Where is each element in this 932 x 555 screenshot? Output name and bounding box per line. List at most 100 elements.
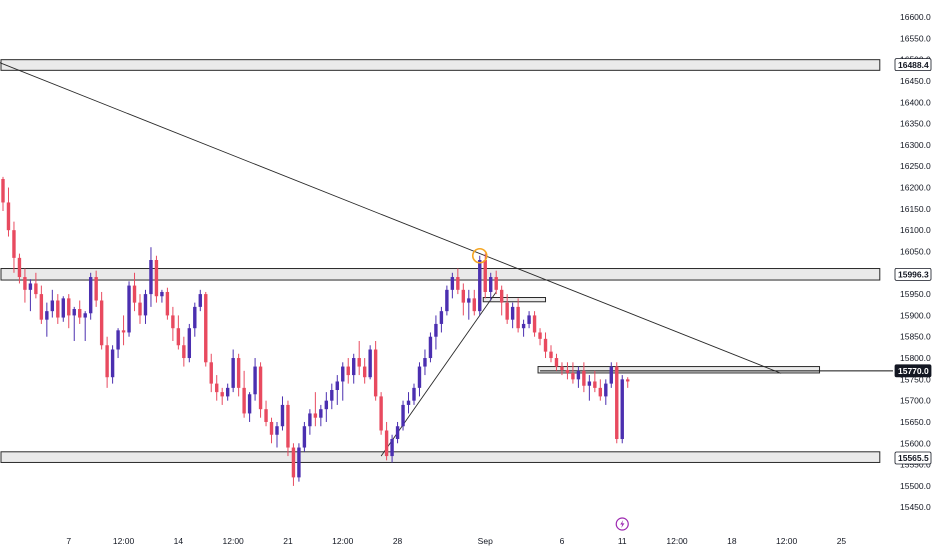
candle-body	[368, 349, 372, 378]
price-tag-label: 16488.4	[898, 60, 929, 70]
candle-body	[324, 400, 329, 410]
candle-body	[335, 381, 339, 390]
candle-body	[615, 366, 619, 440]
candle-body	[313, 413, 318, 418]
candle-body	[88, 277, 93, 314]
candle-body	[215, 383, 219, 393]
candle-body	[110, 349, 115, 378]
candle-body	[406, 400, 411, 405]
candle-body	[253, 366, 257, 395]
candle-body	[242, 387, 246, 414]
x-tick-label: 12:00	[666, 536, 688, 546]
candle-body	[417, 366, 422, 388]
candle-body	[171, 315, 175, 329]
y-tick-label: 16300.0	[900, 140, 931, 150]
zones-layer	[0, 59, 881, 463]
y-tick-label: 16550.0	[900, 33, 931, 43]
downtrend-line	[0, 62, 782, 374]
candle-body	[187, 328, 192, 359]
zone-15770	[537, 366, 821, 374]
price-tag-label: 15996.3	[898, 270, 929, 280]
candle-body	[50, 300, 55, 312]
y-tick-label: 15600.0	[900, 438, 931, 448]
price-tags: 16488.4 15996.3 15770.0 15565.5	[894, 58, 932, 465]
candle-body	[494, 277, 498, 290]
candle-body	[483, 260, 487, 292]
candle-body	[626, 379, 630, 382]
y-tick-label: 16250.0	[900, 161, 931, 171]
candle-body	[532, 315, 537, 333]
candle-body	[231, 358, 235, 388]
candle-body	[527, 315, 531, 324]
candle-body	[620, 379, 624, 440]
candle-body	[423, 358, 427, 367]
candle-body	[456, 277, 460, 290]
x-tick-label: 14	[174, 536, 184, 546]
events-layer	[615, 517, 629, 531]
candle-body	[538, 332, 542, 339]
price-tag	[894, 58, 932, 72]
marker-layer	[471, 247, 488, 264]
candle-body	[330, 390, 334, 401]
candle-body	[379, 396, 383, 431]
candle-body	[67, 298, 71, 316]
candle-body	[116, 330, 120, 350]
x-tick-label: 25	[837, 536, 847, 546]
candle-body	[198, 294, 202, 307]
candle-body	[390, 439, 394, 457]
candle-body	[319, 409, 323, 418]
candle-body	[121, 330, 126, 333]
candle-body	[94, 277, 98, 301]
flash-icon-bolt	[620, 520, 625, 528]
y-tick-label: 16450.0	[900, 76, 931, 86]
price-tag-label: 15770.0	[898, 366, 929, 376]
candle-body	[1, 179, 5, 203]
candle-body	[401, 404, 405, 427]
candle-body	[357, 358, 361, 367]
x-axis[interactable]: 7 12:00 14 12:00 21 12:00 28 Sep 6 11 12:00 18 12:00…	[66, 536, 846, 546]
y-tick-label: 15500.0	[900, 481, 931, 491]
candle-body	[220, 392, 224, 397]
zone-15996	[0, 268, 881, 281]
candle-body	[275, 426, 279, 435]
highlight-circle	[471, 247, 488, 264]
candle-body	[127, 285, 131, 333]
y-tick-label: 16100.0	[900, 225, 931, 235]
price-tag	[894, 267, 932, 281]
y-tick-label: 16600.0	[900, 12, 931, 22]
flash-icon[interactable]	[615, 517, 629, 531]
candle-body	[165, 291, 170, 316]
rising-line	[380, 291, 497, 457]
candle-body	[510, 306, 515, 320]
candle-body	[450, 277, 455, 290]
candle-body	[28, 283, 33, 290]
candle-body	[395, 426, 400, 440]
candle-body	[23, 277, 27, 290]
candle-body	[6, 202, 11, 231]
candle-body	[154, 260, 159, 297]
candle-body	[176, 328, 181, 346]
candle-body	[247, 394, 252, 414]
price-tag	[894, 364, 932, 378]
candle-body	[461, 289, 466, 303]
candle-body	[593, 381, 597, 388]
candle-body	[209, 362, 213, 384]
candle-body	[373, 349, 378, 397]
candle-body	[384, 430, 389, 457]
candle-body	[341, 366, 345, 382]
x-tick-label: 12:00	[223, 536, 245, 546]
candle-body	[428, 336, 433, 359]
x-tick-label: 12:00	[776, 536, 798, 546]
candle-body	[297, 447, 301, 478]
y-tick-label: 15850.0	[900, 332, 931, 342]
x-tick-label: 11	[618, 536, 627, 546]
candle-body	[302, 426, 307, 448]
candle-body	[83, 313, 87, 318]
candle-body	[549, 351, 553, 359]
y-tick-label: 15700.0	[900, 396, 931, 406]
candle-body	[467, 298, 471, 303]
candle-body	[17, 257, 22, 278]
zone-16488	[0, 59, 881, 71]
